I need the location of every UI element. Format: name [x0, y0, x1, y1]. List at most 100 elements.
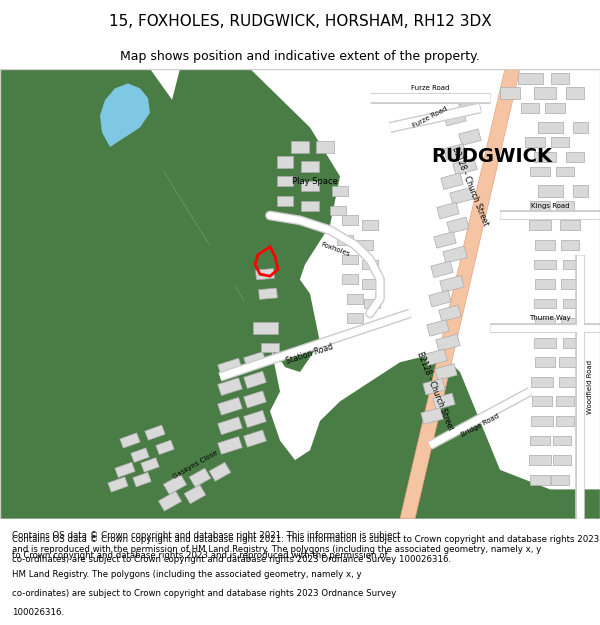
Bar [559, 377, 577, 387]
Bar [277, 156, 293, 168]
Bar [572, 122, 587, 133]
Text: RUDGWICK: RUDGWICK [431, 148, 553, 166]
Bar [553, 436, 571, 446]
Bar [261, 342, 279, 352]
Bar [364, 299, 380, 308]
Bar [441, 173, 463, 189]
Bar [521, 103, 539, 112]
Bar [531, 377, 553, 387]
Polygon shape [0, 196, 600, 519]
Bar [423, 379, 445, 395]
Bar [431, 261, 453, 278]
Bar [530, 436, 550, 446]
Bar [556, 167, 574, 176]
Bar [529, 455, 551, 465]
Bar [277, 176, 293, 186]
Bar [256, 269, 274, 280]
Bar [133, 472, 151, 487]
Bar [158, 491, 182, 511]
Text: Foxholes: Foxholes [320, 242, 350, 258]
Bar [347, 294, 363, 304]
Text: Bridge Road: Bridge Road [460, 413, 500, 438]
Bar [532, 396, 552, 406]
Bar [459, 99, 481, 116]
Bar [450, 188, 474, 204]
Bar [534, 299, 556, 308]
Bar [156, 440, 174, 454]
Bar [434, 232, 456, 248]
Text: Gaskyns Close: Gaskyns Close [172, 450, 218, 480]
Bar [534, 88, 556, 99]
Bar [347, 313, 363, 323]
Bar [362, 259, 378, 269]
Text: B2128 - Church Street: B2128 - Church Street [415, 351, 455, 432]
Bar [244, 391, 266, 408]
Bar [244, 352, 266, 369]
Text: 100026316.: 100026316. [12, 608, 64, 617]
Text: Contains OS data © Crown copyright and database right 2021. This information is : Contains OS data © Crown copyright and d… [12, 531, 401, 541]
Polygon shape [0, 69, 180, 499]
Bar [529, 221, 551, 230]
Bar [259, 288, 277, 299]
Bar [444, 144, 466, 160]
Bar [500, 88, 520, 99]
Bar [357, 240, 373, 250]
Bar [535, 240, 555, 250]
Bar [551, 138, 569, 147]
Polygon shape [40, 69, 280, 431]
Bar [534, 259, 556, 269]
Bar [120, 433, 140, 448]
Bar [115, 462, 135, 478]
Bar [530, 167, 550, 176]
Bar [330, 206, 346, 216]
Bar [559, 357, 577, 367]
Text: Furze Road: Furze Road [412, 106, 448, 129]
Bar [301, 201, 319, 211]
Bar [253, 322, 277, 334]
Bar [563, 299, 581, 308]
Bar [218, 398, 242, 415]
Bar [443, 246, 467, 263]
Bar [439, 305, 461, 321]
Text: Thurne Way: Thurne Way [529, 315, 571, 321]
Bar [538, 122, 563, 133]
Bar [566, 88, 584, 99]
Bar [453, 158, 477, 175]
Bar [244, 371, 266, 389]
Text: Station Road: Station Road [285, 342, 335, 366]
Bar [435, 364, 457, 380]
Bar [545, 103, 565, 112]
Bar [553, 455, 571, 465]
Bar [440, 276, 464, 292]
Text: Kings Road: Kings Road [531, 202, 569, 209]
Bar [291, 141, 309, 153]
Text: to Crown copyright and database rights 2023 and is reproduced with the permissio: to Crown copyright and database rights 2… [12, 551, 388, 559]
Text: HM Land Registry. The polygons (including the associated geometry, namely x, y: HM Land Registry. The polygons (includin… [12, 570, 362, 579]
Bar [517, 72, 542, 84]
Bar [530, 475, 550, 484]
Bar [316, 141, 334, 153]
Polygon shape [0, 69, 90, 245]
Bar [436, 334, 460, 351]
Text: Furze Road: Furze Road [411, 86, 449, 91]
Bar [362, 221, 378, 230]
Bar [362, 279, 378, 289]
Bar [244, 411, 266, 428]
Text: Play Space: Play Space [292, 177, 338, 186]
Bar [427, 320, 449, 336]
Bar [425, 349, 447, 366]
Text: Woodfield Road: Woodfield Road [587, 359, 593, 414]
Bar [277, 196, 293, 206]
Bar [572, 185, 587, 197]
Bar [561, 240, 579, 250]
Bar [218, 378, 242, 396]
Bar [534, 152, 556, 162]
Text: Contains OS data © Crown copyright and database right 2021. This information is : Contains OS data © Crown copyright and d… [12, 534, 599, 564]
Bar [556, 416, 574, 426]
Bar [535, 318, 555, 328]
Bar [421, 408, 443, 424]
Bar [531, 416, 553, 426]
Bar [538, 185, 563, 197]
Bar [561, 279, 579, 289]
Text: Map shows position and indicative extent of the property.: Map shows position and indicative extent… [120, 50, 480, 62]
